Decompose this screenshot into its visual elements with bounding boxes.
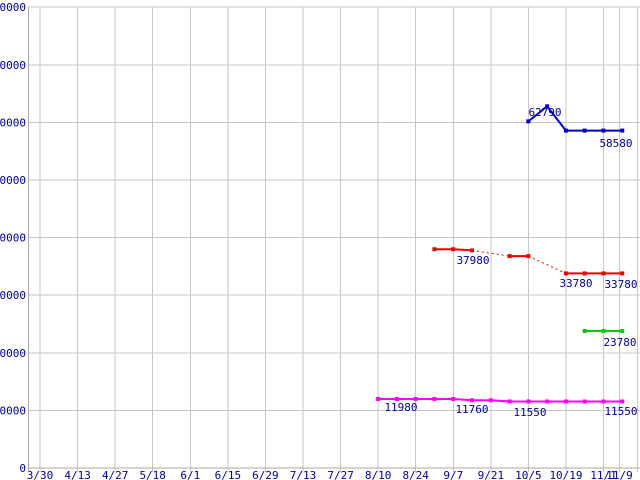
magenta-series-marker xyxy=(526,399,531,404)
x-axis-tick-label: 8/10 xyxy=(365,469,392,480)
x-axis-tick-label: 3/30 xyxy=(27,469,54,480)
data-value-label: 33780 xyxy=(604,278,637,291)
magenta-series-marker xyxy=(582,399,587,404)
magenta-series-marker xyxy=(376,396,381,401)
magenta-series-marker xyxy=(432,396,437,401)
x-axis-tick-label: 6/1 xyxy=(180,469,200,480)
red-series-marker xyxy=(601,271,606,276)
magenta-series-marker xyxy=(470,398,474,403)
y-axis-tick-label: 0 xyxy=(19,462,26,475)
x-axis-tick-label: 10/19 xyxy=(549,469,582,480)
red-series-marker xyxy=(582,271,587,276)
x-axis-tick-label: 5/18 xyxy=(139,469,166,480)
red-series-line xyxy=(528,255,567,274)
magenta-series-marker xyxy=(413,396,418,401)
magenta-series-marker xyxy=(545,399,550,404)
data-value-label: 33780 xyxy=(559,277,592,290)
x-axis-tick-label: 4/27 xyxy=(102,469,129,480)
y-axis-tick-label: 30000 xyxy=(0,289,26,302)
blue-series-marker xyxy=(620,128,625,133)
green-series-marker xyxy=(620,329,625,334)
y-axis-tick-label: 50000 xyxy=(0,174,26,187)
data-value-label: 11550 xyxy=(604,405,637,418)
blue-series-line xyxy=(527,104,623,132)
data-value-label: 37980 xyxy=(456,254,489,267)
blue-series-marker xyxy=(582,128,587,133)
x-axis-tick-label: 8/24 xyxy=(402,469,429,480)
x-axis-tick-label: 9/21 xyxy=(478,469,505,480)
y-axis-tick-label: 20000 xyxy=(0,347,26,360)
magenta-series-marker xyxy=(488,398,493,403)
red-series-marker xyxy=(620,271,625,276)
data-value-label: 11760 xyxy=(455,403,488,416)
red-series-marker xyxy=(507,254,512,259)
magenta-series-marker xyxy=(451,396,456,401)
green-series-marker xyxy=(582,329,587,334)
green-series-marker xyxy=(601,329,606,334)
magenta-series-line xyxy=(378,397,623,403)
x-axis-tick-label: 4/13 xyxy=(64,469,91,480)
x-axis-tick-label: 7/13 xyxy=(290,469,317,480)
data-value-label: 23780 xyxy=(603,336,636,349)
y-axis-tick-label: 60000 xyxy=(0,116,26,129)
magenta-series-marker xyxy=(620,399,625,404)
red-series-marker xyxy=(432,247,437,252)
blue-series-marker xyxy=(545,104,550,109)
x-axis-tick-label: 7/27 xyxy=(327,469,354,480)
magenta-series-marker xyxy=(601,399,606,404)
blue-series-marker xyxy=(526,119,531,124)
x-axis-tick-label: 10/5 xyxy=(515,469,542,480)
magenta-series-marker xyxy=(563,399,568,404)
red-series-marker xyxy=(563,271,568,276)
y-axis-tick-label: 80000 xyxy=(0,1,26,14)
x-axis-tick-label: 6/15 xyxy=(215,469,242,480)
blue-series-marker xyxy=(601,128,606,133)
data-value-label: 58580 xyxy=(599,137,632,150)
red-series-marker xyxy=(451,247,456,252)
blue-series-marker xyxy=(563,128,568,133)
y-axis-tick-label: 10000 xyxy=(0,404,26,417)
x-axis-tick-label: 6/29 xyxy=(252,469,279,480)
x-axis-tick-label: 11/9 xyxy=(606,469,633,480)
x-axis-tick-label: 9/7 xyxy=(443,469,463,480)
magenta-series-marker xyxy=(394,396,399,401)
y-axis-tick-label: 70000 xyxy=(0,59,26,72)
x-axis-tick-label: 11/1 xyxy=(590,469,617,480)
y-axis-tick-label: 40000 xyxy=(0,232,26,245)
magenta-series-marker xyxy=(507,399,512,404)
red-series-line xyxy=(471,249,510,257)
data-value-label: 11980 xyxy=(384,401,417,414)
data-value-label: 11550 xyxy=(513,406,546,419)
